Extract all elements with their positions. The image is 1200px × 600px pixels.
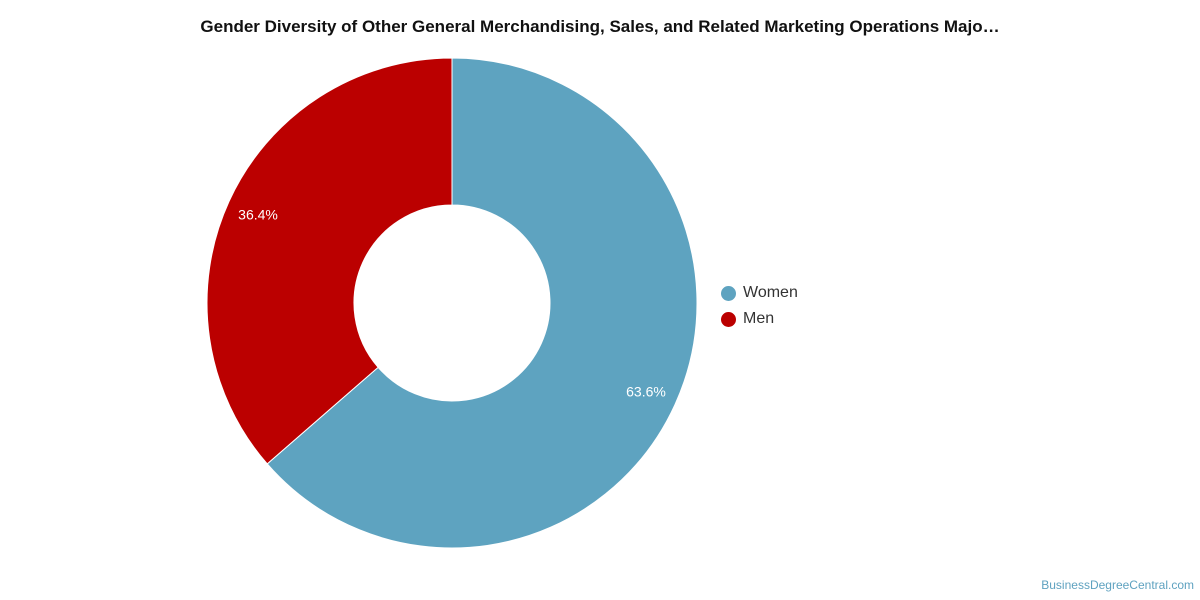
legend-label-women: Women bbox=[743, 284, 798, 301]
legend: Women Men bbox=[721, 280, 798, 332]
slice-women[interactable] bbox=[266, 57, 698, 549]
legend-label-men: Men bbox=[743, 310, 775, 327]
legend-swatch-women bbox=[721, 285, 736, 301]
legend-item-women[interactable]: Women bbox=[721, 280, 798, 306]
data-label-women: 63.6% bbox=[626, 383, 666, 399]
legend-item-men[interactable]: Men bbox=[721, 306, 798, 332]
legend-swatch-men bbox=[721, 311, 736, 327]
slice-men[interactable] bbox=[206, 57, 453, 465]
chart-title: Gender Diversity of Other General Mercha… bbox=[200, 17, 1000, 36]
watermark[interactable]: BusinessDegreeCentral.com bbox=[1041, 578, 1194, 592]
data-label-men: 36.4% bbox=[238, 207, 278, 223]
